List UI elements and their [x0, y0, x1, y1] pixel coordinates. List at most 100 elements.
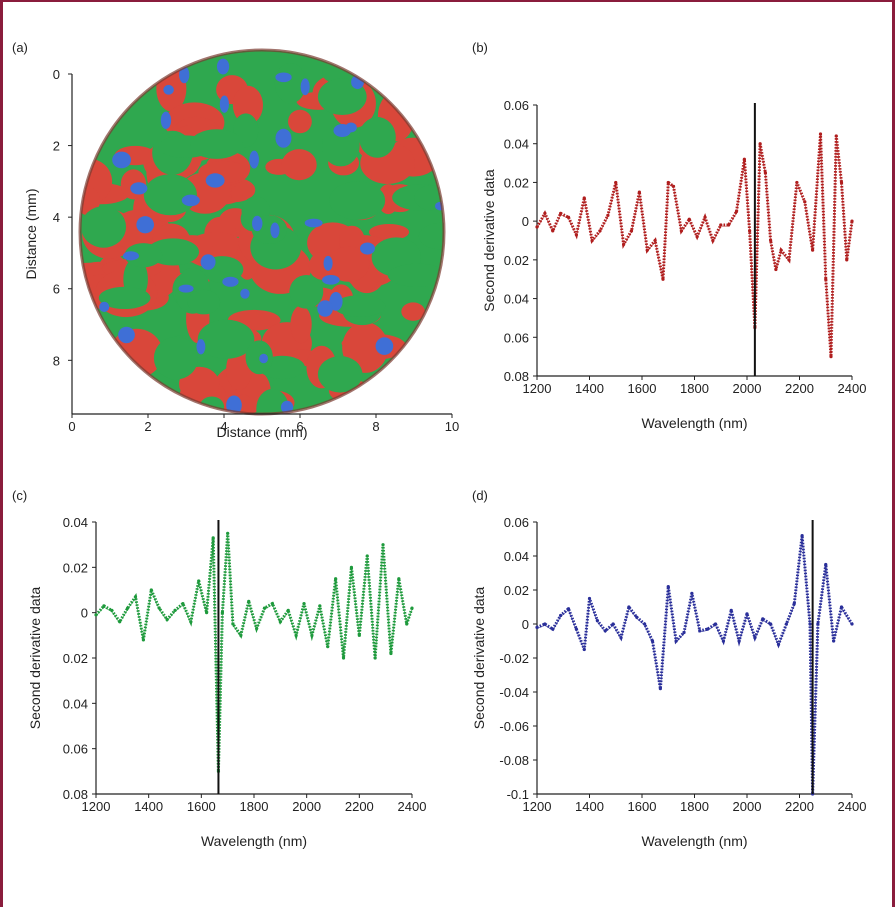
data-point [326, 645, 330, 649]
map-green-region [190, 129, 243, 159]
data-point [587, 596, 592, 601]
map-green-region [387, 263, 444, 287]
chart-panel-b: 1200 1400 1600 1800 2000 2200 2400 0.06 0.04 0.02… [481, 98, 866, 431]
data-point [543, 211, 547, 215]
y-tick-label: 0 [81, 606, 88, 621]
series-replicate-line [536, 536, 853, 796]
map-blue-region [179, 66, 190, 84]
x-tick-label: 1400 [134, 799, 163, 814]
y-tick-label: 0.08 [504, 369, 529, 384]
data-point [745, 612, 749, 616]
y-axis-label: Second derivative data [27, 587, 43, 730]
x-tick-label: 1800 [240, 799, 269, 814]
x-tick-label: 1400 [575, 381, 604, 396]
data-point [795, 180, 799, 185]
y-tick-label: 0.04 [504, 292, 529, 307]
map-green-region [143, 174, 197, 216]
data-point [551, 229, 555, 233]
map-green-region [418, 222, 444, 250]
map-green-region [81, 206, 127, 248]
map-blue-region [160, 111, 172, 130]
data-point [614, 180, 618, 185]
data-point [779, 248, 783, 252]
data-point [721, 639, 725, 643]
data-point [278, 620, 282, 624]
map-blue-region [136, 216, 154, 234]
map-blue-region [196, 339, 206, 355]
data-point [734, 209, 739, 214]
data-point [787, 258, 791, 262]
map-red-region [339, 225, 365, 254]
data-point [818, 132, 823, 136]
data-point [839, 180, 844, 185]
map-blue-region [205, 173, 225, 188]
data-point [703, 215, 707, 219]
x-axis-label: Wavelength (nm) [641, 415, 747, 431]
x-tick-label: 4 [220, 419, 227, 434]
data-point [231, 622, 235, 626]
data-point [671, 184, 676, 188]
map-blue-region [359, 242, 375, 255]
map-red-region [401, 302, 425, 321]
data-point [551, 627, 555, 631]
data-point [535, 225, 539, 229]
y-tick-label: -0.02 [499, 651, 529, 666]
data-point [698, 629, 702, 633]
data-point [181, 602, 185, 606]
map-blue-region [216, 58, 230, 75]
data-point [737, 639, 741, 643]
y-tick-label: -0.1 [507, 787, 529, 802]
data-point [776, 642, 781, 647]
y-tick-label: 0.02 [504, 583, 529, 598]
data-point [197, 579, 201, 583]
data-point [606, 213, 610, 217]
data-point [133, 595, 138, 599]
map-green-region [153, 336, 199, 380]
y-tick-label: 2 [53, 139, 60, 154]
data-point [611, 622, 615, 626]
data-point [808, 622, 812, 626]
data-point [832, 639, 836, 643]
data-point [211, 536, 215, 540]
data-point [687, 217, 691, 221]
map-blue-region [163, 84, 174, 95]
map-blue-region [249, 150, 259, 169]
data-point [559, 211, 563, 215]
data-point [824, 277, 828, 281]
data-point [727, 223, 731, 227]
y-tick-label: 0.02 [63, 651, 88, 666]
data-point [141, 638, 145, 642]
x-tick-label: 1800 [680, 799, 709, 814]
data-point [110, 608, 114, 613]
y-tick-label: 0.04 [63, 515, 88, 530]
data-point [574, 627, 578, 631]
data-point [255, 626, 259, 631]
map-blue-region [178, 284, 194, 293]
data-point [590, 238, 594, 243]
data-point [566, 215, 571, 219]
y-tick-label: 0.02 [63, 560, 88, 575]
data-point [769, 238, 773, 243]
series-replicate-line [536, 135, 853, 358]
data-point [165, 617, 169, 622]
chart-panel-c: 1200 1400 1600 1800 2000 2200 2400 0.04 0.02 0 0.0… [27, 515, 426, 849]
map-green-region [317, 356, 363, 393]
data-point [803, 200, 807, 204]
data-point [792, 602, 796, 606]
x-axis-label: Distance (mm) [216, 424, 307, 440]
data-point [816, 622, 820, 626]
map-green-region [197, 319, 255, 359]
data-point [405, 622, 409, 626]
data-point [839, 605, 844, 609]
data-point [239, 633, 243, 637]
y-tick-label: 0.04 [504, 137, 529, 152]
map-blue-region [222, 276, 239, 287]
map-red-region [281, 149, 317, 181]
x-tick-label: 1200 [523, 799, 552, 814]
data-point [310, 633, 314, 637]
data-point [845, 258, 849, 262]
chart-panel-d: 1200 1400 1600 1800 2000 2200 2400 0.06 0.04 0.02… [471, 515, 866, 849]
map-green-region [256, 388, 289, 414]
y-tick-label: -0.08 [499, 753, 529, 768]
y-tick-label: 0.04 [504, 549, 529, 564]
